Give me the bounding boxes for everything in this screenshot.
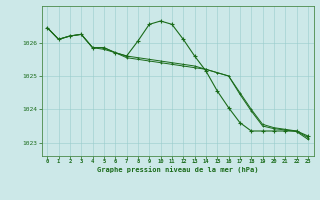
X-axis label: Graphe pression niveau de la mer (hPa): Graphe pression niveau de la mer (hPa)	[97, 166, 258, 173]
